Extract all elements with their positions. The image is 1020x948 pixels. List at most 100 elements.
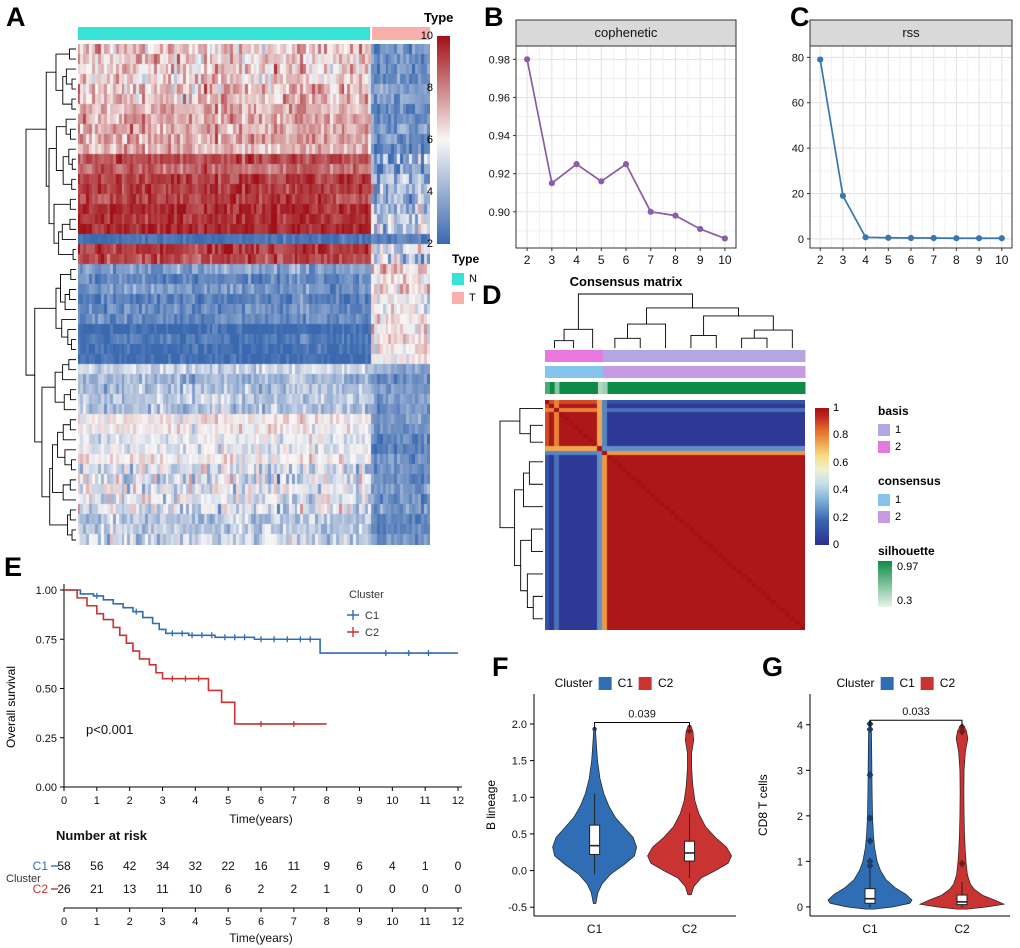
svg-text:p<0.001: p<0.001 (86, 722, 133, 737)
svg-text:Time(years): Time(years) (229, 931, 293, 945)
svg-text:Cluster: Cluster (6, 873, 41, 885)
colorbar-tick: 10 (420, 30, 433, 42)
svg-text:4: 4 (192, 916, 198, 928)
svg-text:34: 34 (156, 859, 170, 873)
heatmap-type-annotation-bar (78, 27, 430, 40)
type-legend-item-t: T (452, 289, 476, 306)
consensus-colorbar-tick: 0 (833, 539, 840, 551)
svg-text:9: 9 (356, 795, 362, 807)
basis-2-label: 2 (895, 440, 902, 453)
svg-text:60: 60 (792, 98, 804, 110)
svg-text:3: 3 (159, 795, 165, 807)
svg-text:2.0: 2.0 (512, 719, 527, 731)
consensus-dendrograms-annotations (499, 293, 806, 620)
svg-text:C1: C1 (587, 922, 603, 936)
svg-text:10: 10 (718, 253, 732, 267)
panel-c-rss: C 0 20 40 60 80 2 3 4 5 6 7 8 9 10 rss (750, 0, 1020, 300)
svg-text:3: 3 (840, 253, 847, 267)
consensus-colorbar-gradient (815, 408, 829, 545)
b-lineage-violin-plot: 2.0 1.5 1.0 0.5 0.0 -0.5 C1 C2 0.039 (508, 694, 736, 936)
svg-text:6: 6 (258, 795, 264, 807)
svg-text:9: 9 (323, 859, 330, 873)
svg-text:32: 32 (189, 859, 203, 873)
svg-text:4: 4 (389, 859, 396, 873)
normal-label: N (469, 272, 477, 285)
heatmap-colorbar-ticks: 10 8 6 4 2 (404, 30, 436, 250)
svg-text:0.98: 0.98 (489, 54, 510, 66)
basis-legend: basis 1 2 (878, 404, 909, 455)
svg-text:12: 12 (452, 916, 464, 928)
colorbar-tick: 2 (426, 238, 433, 250)
colorbar-tick: 6 (426, 134, 433, 146)
silhouette-low-label: 0.3 (897, 595, 913, 607)
consensus-colorbar: 1 0.8 0.6 0.4 0.2 0 (815, 402, 867, 551)
svg-text:0.25: 0.25 (36, 733, 57, 745)
svg-text:4: 4 (573, 253, 580, 267)
f-c1-swatch (598, 676, 612, 690)
silhouette-legend-title: silhouette (878, 544, 935, 558)
e-ylabel: Overall survival (4, 665, 18, 748)
g-ylabel: CD8 T cells (756, 774, 770, 837)
svg-text:Cluster: Cluster (349, 589, 384, 601)
svg-text:0: 0 (455, 859, 462, 873)
f-c2-label: C2 (658, 676, 674, 690)
g-c1-label: C1 (899, 676, 915, 690)
consensus-1-label: 1 (895, 493, 902, 506)
svg-text:7: 7 (291, 916, 297, 928)
svg-text:4: 4 (192, 795, 198, 807)
silhouette-gradient (878, 561, 892, 607)
panel-label-g: G (762, 652, 784, 682)
svg-text:7: 7 (647, 253, 654, 267)
svg-text:0: 0 (422, 882, 429, 896)
tumor-label: T (469, 291, 476, 304)
svg-text:10: 10 (995, 253, 1009, 267)
f-c1-label: C1 (617, 676, 634, 690)
row-dendrogram (25, 48, 76, 541)
type-legend-item-n: N (452, 270, 477, 287)
svg-text:0: 0 (797, 902, 803, 914)
basis-1-swatch (878, 423, 890, 436)
svg-text:C2: C2 (682, 922, 698, 936)
svg-text:6: 6 (225, 882, 232, 896)
svg-text:11: 11 (419, 795, 430, 807)
basis-1-label: 1 (895, 423, 902, 436)
svg-text:0.75: 0.75 (36, 634, 57, 646)
svg-text:8: 8 (324, 916, 330, 928)
consensus-item-1: 1 (878, 491, 941, 508)
svg-text:0: 0 (389, 882, 396, 896)
svg-text:26: 26 (57, 882, 71, 896)
svg-text:0.039: 0.039 (628, 709, 656, 721)
svg-text:5: 5 (598, 253, 605, 267)
svg-text:C2: C2 (33, 882, 49, 896)
panel-label-d: D (482, 280, 502, 310)
basis-2-swatch (878, 440, 890, 453)
consensus-2-label: 2 (895, 510, 902, 523)
svg-text:0.50: 0.50 (36, 684, 57, 696)
svg-text:9: 9 (976, 253, 983, 267)
consensus-item-2: 2 (878, 508, 941, 525)
svg-text:C2: C2 (365, 627, 379, 639)
svg-text:10: 10 (386, 916, 398, 928)
svg-text:16: 16 (254, 859, 268, 873)
consensus-legend-title: consensus (878, 474, 941, 488)
svg-text:C1: C1 (862, 922, 878, 936)
svg-text:9: 9 (697, 253, 704, 267)
svg-text:1: 1 (422, 859, 429, 873)
svg-text:0.90: 0.90 (489, 207, 510, 219)
annotation-segment-tumor (372, 27, 430, 40)
svg-text:0.033: 0.033 (902, 706, 930, 718)
svg-text:20: 20 (792, 189, 804, 201)
type-legend-title: Type (452, 252, 480, 266)
svg-text:3: 3 (159, 916, 165, 928)
panel-label-b: B (484, 2, 504, 32)
consensus-colorbar-tick: 0.2 (833, 511, 849, 524)
svg-text:2: 2 (127, 795, 133, 807)
svg-text:8: 8 (672, 253, 679, 267)
svg-text:0: 0 (356, 882, 363, 896)
svg-text:0: 0 (61, 916, 67, 928)
svg-text:10: 10 (189, 882, 203, 896)
svg-text:1.5: 1.5 (512, 756, 527, 768)
panel-a-expression-heatmap: A Type 10 8 6 4 2 Type N T (0, 0, 480, 552)
basis-item-2: 2 (878, 438, 909, 455)
